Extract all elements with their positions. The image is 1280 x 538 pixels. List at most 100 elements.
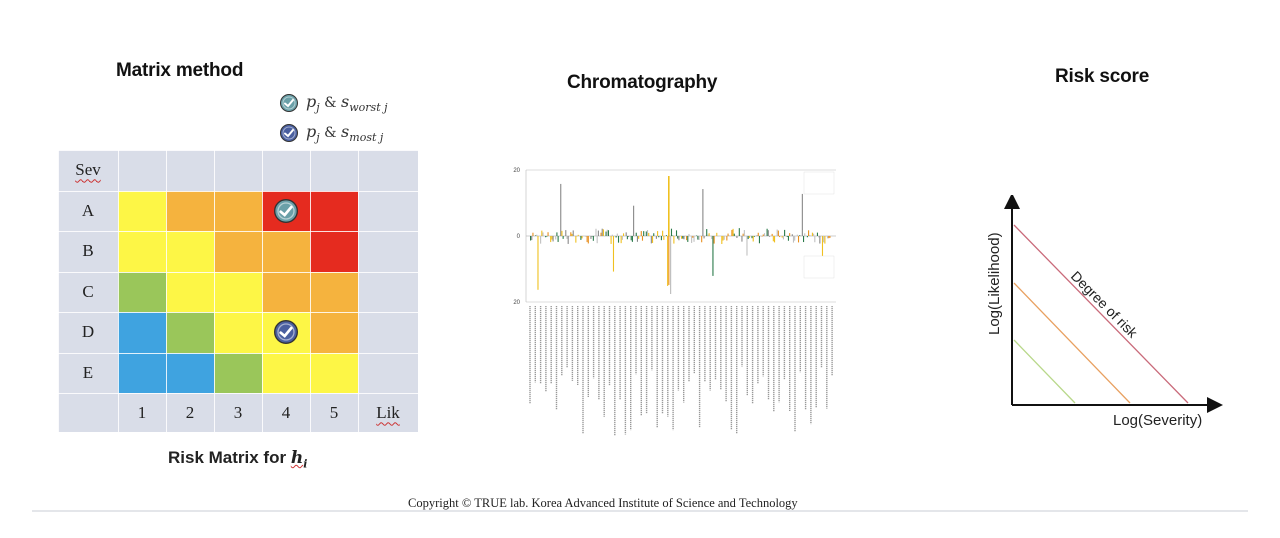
chrom-bar bbox=[536, 234, 538, 236]
chrom-bar bbox=[606, 229, 608, 236]
chrom-bar bbox=[768, 236, 771, 237]
matrix-caption-sub: i bbox=[303, 457, 308, 471]
chrom-bar bbox=[653, 233, 655, 236]
risk-line-low bbox=[1013, 339, 1076, 404]
chrom-bar bbox=[693, 236, 695, 242]
chrom-bar bbox=[550, 236, 552, 243]
chrom-bar bbox=[794, 236, 796, 241]
chrom-bar bbox=[592, 236, 594, 241]
matrix-caption-var: h bbox=[290, 448, 304, 468]
chrom-bar bbox=[546, 236, 548, 237]
chrom-bar bbox=[662, 230, 664, 236]
chrom-bar bbox=[801, 193, 803, 236]
matrix-gridline bbox=[58, 352, 418, 354]
chrom-bar bbox=[616, 233, 618, 236]
chrom-bar bbox=[600, 232, 602, 236]
chrom-bar bbox=[748, 236, 750, 238]
chrom-bar bbox=[657, 231, 659, 236]
likelihood-col-label: 1 bbox=[137, 403, 147, 423]
risk-cell-A2 bbox=[166, 190, 214, 231]
risk-cell-E3 bbox=[214, 352, 262, 393]
chrom-bar bbox=[781, 236, 783, 238]
chrom-bar bbox=[571, 233, 573, 236]
chrom-bar bbox=[712, 236, 714, 276]
chrom-bar bbox=[596, 236, 598, 244]
risk-cell-A3 bbox=[214, 190, 262, 231]
risk-cell-A1 bbox=[118, 190, 166, 231]
chrom-bar bbox=[683, 236, 685, 240]
chrom-bar bbox=[791, 234, 793, 236]
degree-of-risk-label: Degree of risk bbox=[1068, 268, 1142, 342]
chrom-bar bbox=[681, 236, 683, 239]
chrom-bar bbox=[746, 236, 748, 256]
chrom-bar bbox=[542, 232, 544, 236]
chrom-bar bbox=[761, 236, 763, 237]
chrom-bar bbox=[702, 189, 704, 236]
chrom-bar bbox=[741, 236, 743, 242]
matrix-method-title: Matrix method bbox=[116, 60, 244, 81]
risk-cell-A5 bbox=[310, 190, 358, 231]
chromatography-title: Chromatography bbox=[567, 72, 718, 93]
chrom-bar bbox=[823, 236, 825, 243]
chrom-bar bbox=[607, 230, 609, 236]
chrom-bar bbox=[727, 233, 729, 236]
chrom-bar bbox=[652, 236, 654, 243]
chrom-bar bbox=[811, 232, 813, 236]
chrom-bar bbox=[667, 236, 669, 286]
chrom-bar bbox=[752, 236, 754, 242]
chrom-bar bbox=[575, 236, 577, 243]
chrom-bar bbox=[673, 236, 675, 244]
chrom-bar bbox=[692, 236, 694, 238]
chrom-bar bbox=[766, 228, 768, 236]
legend-label: pj & sworst j bbox=[306, 92, 388, 115]
chrom-bar bbox=[668, 176, 670, 236]
chrom-bar bbox=[688, 233, 690, 236]
chrom-bar bbox=[631, 236, 633, 242]
matrix-gridline bbox=[118, 150, 119, 432]
chrom-bar bbox=[774, 236, 776, 243]
chrom-bar bbox=[696, 235, 698, 236]
chrom-bar bbox=[703, 236, 705, 239]
chrom-bar bbox=[586, 236, 588, 243]
chrom-bar bbox=[621, 236, 623, 240]
chrom-legend bbox=[803, 255, 835, 279]
chrom-bar bbox=[635, 232, 637, 236]
matrix-gridline bbox=[418, 150, 419, 432]
chrom-bar bbox=[670, 236, 672, 294]
chrom-bar bbox=[747, 236, 749, 240]
chrom-bar bbox=[743, 230, 745, 236]
chrom-bar bbox=[532, 232, 534, 236]
risk-cell-C4 bbox=[262, 271, 310, 312]
risk-cell-B5 bbox=[310, 231, 358, 272]
chrom-bar bbox=[726, 236, 728, 241]
chromatography-chart: 20 0 20 bbox=[513, 168, 836, 436]
chrom-bar bbox=[611, 234, 613, 236]
risk-cell-D3 bbox=[214, 312, 262, 353]
chrom-bar bbox=[612, 236, 615, 272]
chrom-bar bbox=[786, 236, 788, 237]
matrix-gridline bbox=[214, 150, 215, 432]
risk-cell-E5 bbox=[310, 352, 358, 393]
chrom-bar bbox=[672, 235, 674, 236]
chrom-bar bbox=[636, 236, 638, 242]
chrom-bar bbox=[605, 231, 607, 236]
chrom-bar bbox=[782, 236, 784, 240]
severity-row-label: E bbox=[82, 362, 94, 382]
chrom-bar bbox=[826, 236, 829, 239]
chrom-bar bbox=[711, 236, 713, 240]
risk-cell-C5 bbox=[310, 271, 358, 312]
chrom-bar bbox=[736, 236, 738, 238]
chrom-bar bbox=[581, 236, 583, 239]
chrom-bar bbox=[742, 233, 744, 236]
risk-cell-C1 bbox=[118, 271, 166, 312]
chrom-bar bbox=[675, 230, 678, 236]
chrom-bar bbox=[824, 236, 826, 244]
lik-axis-label: Lik bbox=[376, 403, 400, 423]
risk-cell-C3 bbox=[214, 271, 262, 312]
chrom-bar bbox=[610, 236, 612, 244]
risk-line-mid bbox=[1013, 282, 1131, 404]
chrom-bar bbox=[733, 233, 735, 236]
chrom-bar bbox=[595, 228, 597, 236]
risk-cell-E2 bbox=[166, 352, 214, 393]
chrom-bar bbox=[555, 236, 557, 240]
